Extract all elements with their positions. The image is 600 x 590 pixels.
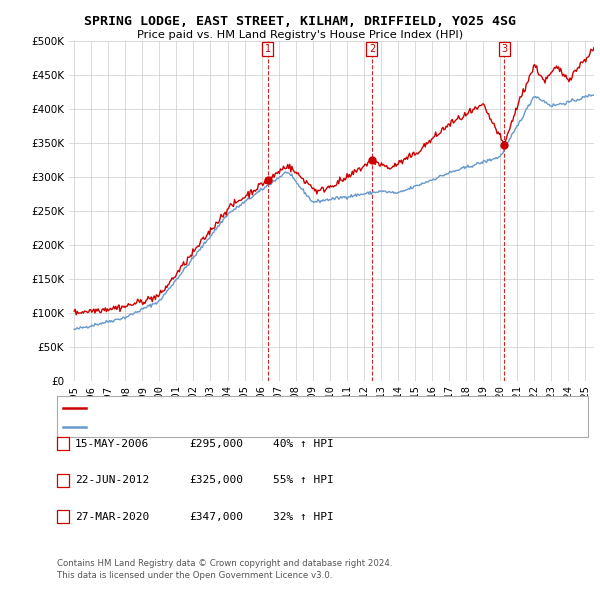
Text: 1: 1 xyxy=(59,439,67,448)
Text: Price paid vs. HM Land Registry's House Price Index (HPI): Price paid vs. HM Land Registry's House … xyxy=(137,30,463,40)
Text: HPI: Average price, detached house, East Riding of Yorkshire: HPI: Average price, detached house, East… xyxy=(90,422,377,431)
Text: SPRING LODGE, EAST STREET, KILHAM, DRIFFIELD, YO25 4SG: SPRING LODGE, EAST STREET, KILHAM, DRIFF… xyxy=(84,15,516,28)
Text: 32% ↑ HPI: 32% ↑ HPI xyxy=(273,512,334,522)
Text: £325,000: £325,000 xyxy=(189,476,243,485)
Text: 40% ↑ HPI: 40% ↑ HPI xyxy=(273,439,334,448)
Text: 3: 3 xyxy=(501,44,507,54)
Text: 2: 2 xyxy=(369,44,375,54)
Text: 1: 1 xyxy=(265,44,271,54)
Text: 3: 3 xyxy=(59,512,67,522)
Text: This data is licensed under the Open Government Licence v3.0.: This data is licensed under the Open Gov… xyxy=(57,571,332,580)
Text: £295,000: £295,000 xyxy=(189,439,243,448)
Text: SPRING LODGE, EAST STREET, KILHAM, DRIFFIELD, YO25 4SG (detached house): SPRING LODGE, EAST STREET, KILHAM, DRIFF… xyxy=(90,403,466,412)
Text: £347,000: £347,000 xyxy=(189,512,243,522)
Text: Contains HM Land Registry data © Crown copyright and database right 2024.: Contains HM Land Registry data © Crown c… xyxy=(57,559,392,568)
Text: 2: 2 xyxy=(59,476,67,485)
Text: 55% ↑ HPI: 55% ↑ HPI xyxy=(273,476,334,485)
Text: 27-MAR-2020: 27-MAR-2020 xyxy=(75,512,149,522)
Text: 15-MAY-2006: 15-MAY-2006 xyxy=(75,439,149,448)
Text: 22-JUN-2012: 22-JUN-2012 xyxy=(75,476,149,485)
